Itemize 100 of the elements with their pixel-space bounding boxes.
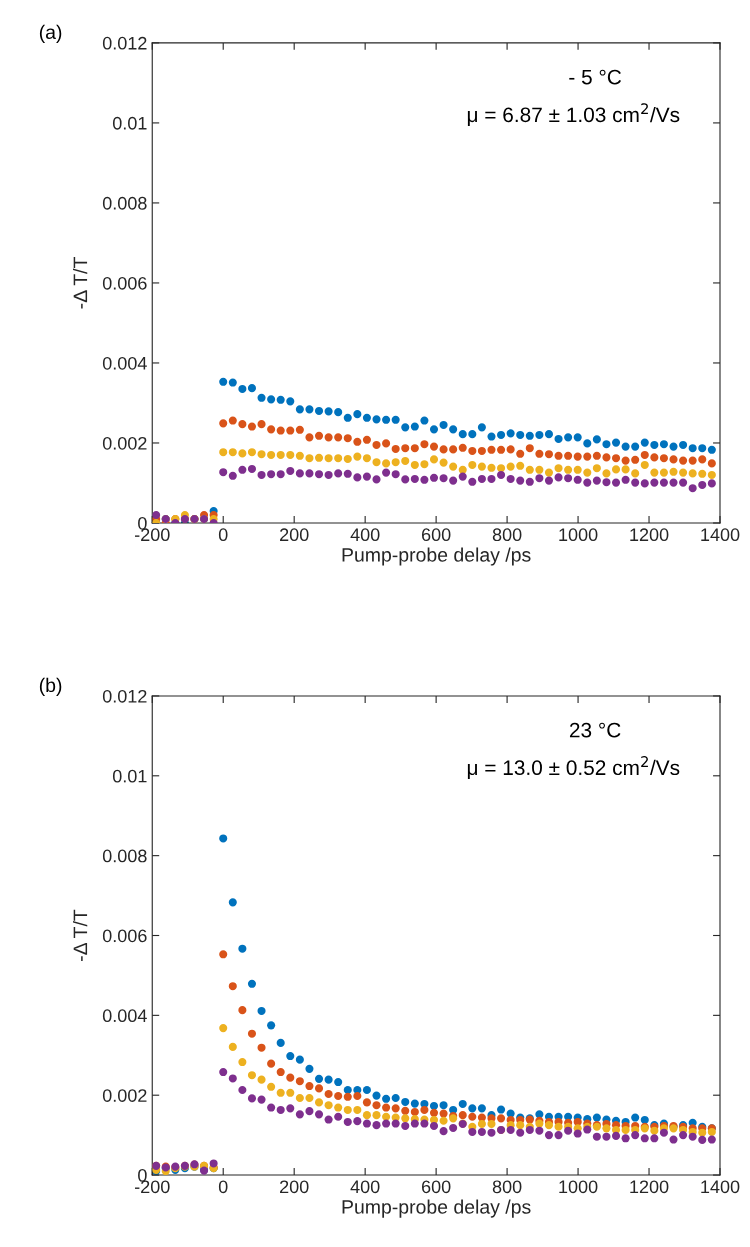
point [314, 1084, 324, 1093]
annotation: - 5 °C [569, 69, 622, 85]
point [401, 423, 410, 432]
point [343, 1117, 352, 1126]
point [305, 433, 314, 442]
point [497, 470, 506, 480]
point [343, 413, 352, 422]
x-tick-label: 1400 [701, 528, 740, 542]
point [228, 448, 237, 457]
point [449, 476, 458, 485]
point [669, 455, 678, 464]
point [535, 430, 544, 440]
point [497, 1114, 506, 1123]
point [477, 462, 486, 471]
point [219, 1024, 228, 1033]
point [554, 1131, 563, 1140]
point [257, 1095, 266, 1104]
point [707, 445, 716, 454]
point [353, 1091, 362, 1101]
point [679, 478, 688, 487]
point [583, 439, 592, 448]
point [353, 410, 362, 419]
point [516, 430, 525, 440]
point [525, 431, 534, 440]
point [257, 450, 266, 459]
point [219, 950, 228, 959]
point [477, 1119, 486, 1128]
point [382, 468, 391, 477]
point [276, 426, 285, 435]
x-tick-label: 1200 [630, 528, 669, 542]
point [286, 450, 295, 460]
point [640, 1115, 649, 1124]
point [640, 1134, 649, 1143]
point [314, 1110, 324, 1119]
point [372, 475, 381, 484]
point [267, 1021, 276, 1030]
point [382, 1103, 391, 1112]
point [487, 445, 496, 454]
point [314, 431, 324, 440]
point [276, 1038, 285, 1047]
x-tick-label: -200 [134, 1180, 170, 1194]
point [477, 1104, 486, 1113]
y-tick-label: 0.01 [112, 116, 147, 130]
point [410, 1107, 419, 1117]
y-tick-label: 0.012 [102, 689, 147, 703]
point [477, 446, 486, 456]
point [391, 1104, 400, 1113]
point [228, 982, 237, 991]
point [564, 433, 573, 442]
point [640, 460, 649, 470]
point [707, 479, 716, 488]
point [219, 419, 228, 428]
point [228, 416, 237, 425]
point [679, 456, 688, 465]
y-tick-label: 0.002 [102, 1089, 147, 1102]
point [228, 1074, 237, 1083]
point [247, 1029, 257, 1038]
point [439, 445, 448, 454]
point [439, 1109, 448, 1118]
point [238, 449, 247, 458]
y-tick-label: 0.008 [102, 849, 147, 863]
point [152, 510, 161, 520]
point [238, 944, 247, 953]
point [353, 473, 362, 482]
point [458, 465, 467, 474]
point [420, 1119, 429, 1128]
point [343, 434, 352, 443]
point [353, 1117, 362, 1126]
point [228, 471, 237, 480]
point [659, 454, 668, 463]
point [544, 450, 554, 459]
x-tick-label: 200 [280, 528, 309, 542]
point [516, 1121, 525, 1130]
point [497, 1105, 506, 1114]
point [679, 1131, 688, 1140]
point [420, 1105, 429, 1115]
point [267, 1059, 276, 1068]
point [554, 1122, 563, 1131]
point [477, 1127, 486, 1136]
y-axis-title: -Δ T/T [72, 909, 88, 961]
point [554, 434, 563, 444]
point [602, 1124, 611, 1133]
point [362, 1098, 371, 1107]
point [429, 1121, 439, 1130]
point [238, 1006, 247, 1015]
point [688, 444, 697, 453]
y-tick-label: 0.002 [102, 436, 147, 450]
point [621, 456, 630, 465]
point [429, 425, 439, 434]
point [688, 1132, 697, 1141]
point [276, 1105, 285, 1115]
point [410, 1099, 419, 1108]
point [247, 979, 257, 988]
point [631, 1113, 640, 1122]
point [401, 1114, 410, 1123]
point [592, 435, 601, 444]
point [305, 1064, 314, 1073]
point [525, 465, 534, 474]
point [238, 1058, 247, 1067]
point [267, 1082, 276, 1091]
